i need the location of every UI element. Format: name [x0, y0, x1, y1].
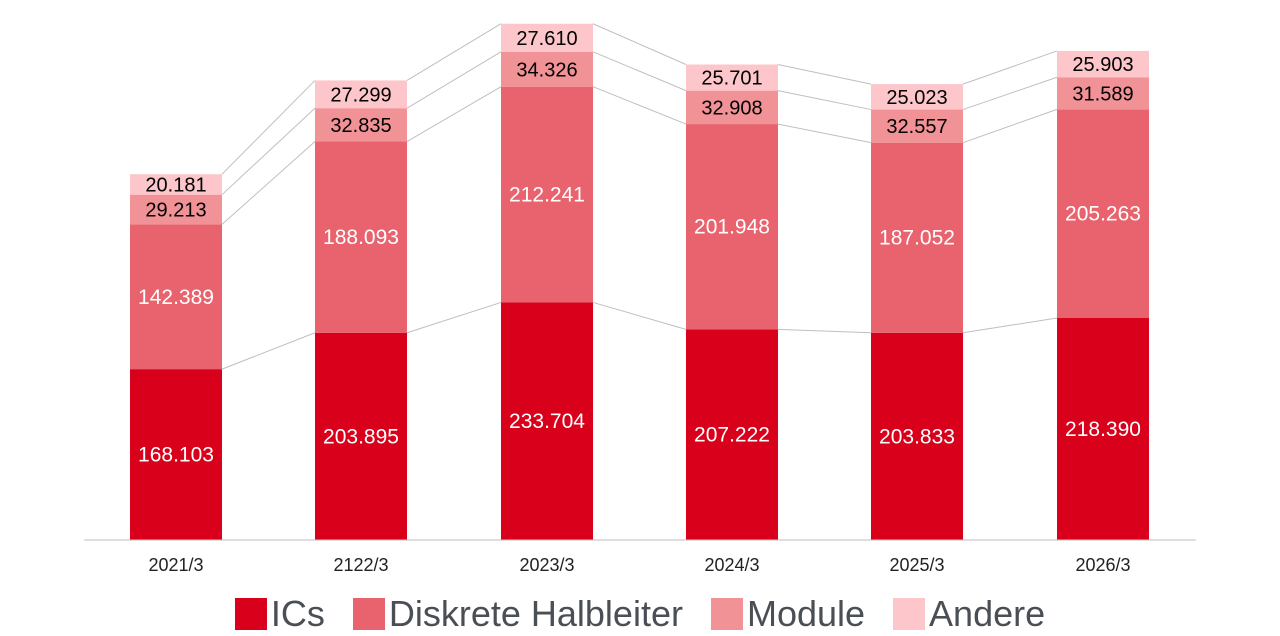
bar-segment-diskrete-halbleiter — [871, 142, 963, 333]
legend-label-diskrete-halbleiter: Diskrete Halbleiter — [388, 593, 683, 634]
bar-segment-andere — [686, 64, 778, 91]
data-label-module: 31.589 — [1072, 83, 1133, 105]
connector-line-ics — [962, 317, 1058, 334]
x-tick-label: 2026/3 — [1075, 555, 1130, 575]
connector-line-module — [406, 51, 502, 109]
connector-line-andere — [962, 50, 1058, 85]
x-tick-label: 2024/3 — [704, 555, 759, 575]
data-label-module: 32.835 — [330, 115, 391, 137]
connector-line-diskrete-halbleiter — [221, 141, 316, 225]
connector-line-ics — [406, 301, 502, 334]
bar-segment-andere — [315, 80, 407, 109]
bar-segment-andere — [1057, 50, 1149, 78]
connector-line-andere — [777, 64, 872, 85]
bar-stack-2021-3: 168.103 142.389 29.213 20.181 — [130, 174, 222, 540]
data-label-diskrete-halbleiter: 187.052 — [879, 227, 955, 250]
legend-label-ics: ICs — [270, 593, 325, 634]
data-label-diskrete-halbleiter: 212.241 — [509, 184, 585, 207]
bar-segment-diskrete-halbleiter — [1057, 109, 1149, 319]
legend-label-andere: Andere — [929, 593, 1046, 634]
connector-line-andere — [592, 23, 687, 65]
bar-stack-2026-3: 218.390 205.263 31.589 25.903 — [1057, 50, 1149, 540]
bar-segment-ics — [315, 332, 407, 540]
connector-line-diskrete-halbleiter — [406, 86, 502, 142]
bar-segment-ics — [501, 302, 593, 540]
data-label-andere: 20.181 — [145, 174, 206, 196]
connector-line-module — [221, 107, 316, 196]
data-label-ics: 218.390 — [1065, 418, 1141, 441]
bar-segment-andere — [130, 174, 222, 195]
legend-item-module: Module — [710, 593, 866, 634]
x-tick-label: 2021/3 — [148, 555, 203, 575]
connector-line-diskrete-halbleiter — [592, 86, 687, 125]
data-label-module: 32.557 — [886, 116, 947, 138]
bar-stack-2024-3: 207.222 201.948 32.908 25.701 — [686, 64, 778, 540]
bar-segment-module — [1057, 77, 1149, 110]
legend-item-andere: Andere — [893, 594, 1045, 634]
bar-stack-2122-3: 203.895 188.093 32.835 27.299 — [315, 80, 407, 540]
data-label-ics: 203.833 — [879, 425, 955, 448]
connector-line-diskrete-halbleiter — [777, 123, 872, 144]
data-label-andere: 25.903 — [1072, 54, 1133, 76]
data-label-andere: 25.023 — [886, 87, 947, 109]
data-label-andere: 25.701 — [701, 68, 762, 90]
data-label-module: 29.213 — [145, 200, 206, 222]
bar-segment-module — [501, 51, 593, 87]
bar-segment-andere — [871, 84, 963, 110]
bar-segment-module — [315, 108, 407, 142]
bar-segment-module — [871, 109, 963, 143]
bar-stack-2025-3: 203.833 187.052 32.557 25.023 — [871, 84, 963, 540]
data-label-diskrete-halbleiter: 205.263 — [1065, 203, 1141, 226]
data-label-diskrete-halbleiter: 188.093 — [323, 226, 399, 249]
bar-segment-andere — [501, 23, 593, 52]
data-label-ics: 203.895 — [323, 425, 399, 448]
data-label-ics: 233.704 — [509, 410, 585, 433]
legend-item-diskrete-halbleiter: Diskrete Halbleiter — [352, 593, 683, 634]
connector-line-andere — [406, 23, 502, 81]
bar-stack-2023-3: 233.704 212.241 34.326 27.610 — [501, 23, 593, 540]
data-label-ics: 207.222 — [694, 424, 770, 447]
bar-segment-diskrete-halbleiter — [501, 86, 593, 303]
x-tick-label: 2122/3 — [333, 555, 388, 575]
legend-swatch-diskrete-halbleiter — [352, 598, 385, 630]
connector-line-ics — [777, 328, 872, 334]
data-label-module: 34.326 — [516, 59, 577, 81]
data-label-diskrete-halbleiter: 142.389 — [138, 286, 214, 309]
bar-segment-diskrete-halbleiter — [130, 224, 222, 370]
connector-line-module — [962, 76, 1058, 111]
bar-segment-module — [686, 90, 778, 125]
data-label-diskrete-halbleiter: 201.948 — [694, 216, 770, 239]
data-label-andere: 27.610 — [516, 28, 577, 50]
bar-segment-module — [130, 194, 222, 225]
bar-segment-ics — [1057, 318, 1149, 540]
data-label-andere: 27.299 — [330, 84, 391, 106]
data-label-module: 32.908 — [701, 97, 762, 119]
legend-label-module: Module — [746, 593, 866, 634]
bar-segment-ics — [130, 369, 222, 540]
bar-segment-diskrete-halbleiter — [315, 141, 407, 333]
bar-segment-ics — [686, 329, 778, 540]
data-label-ics: 168.103 — [138, 444, 214, 467]
bar-segment-ics — [871, 332, 963, 540]
legend-swatch-module — [710, 598, 743, 630]
connector-line-diskrete-halbleiter — [962, 108, 1058, 144]
connector-line-ics — [221, 332, 316, 370]
x-tick-label: 2025/3 — [889, 555, 944, 575]
bar-segment-diskrete-halbleiter — [686, 124, 778, 330]
legend-item-ics: ICs — [234, 593, 325, 634]
series-connector-lines — [221, 23, 1058, 370]
x-tick-label: 2023/3 — [519, 555, 574, 575]
legend-swatch-ics — [234, 598, 267, 630]
connector-line-ics — [592, 301, 687, 330]
stacked-bar-chart: 168.103 142.389 29.213 20.181 203.895 188.093… — [84, 23, 1196, 575]
connector-line-andere — [221, 80, 316, 175]
chart-legend: ICs Diskrete Halbleiter Module Andere — [0, 592, 1280, 636]
connector-line-module — [777, 90, 872, 111]
connector-line-module — [592, 51, 687, 92]
legend-swatch-andere — [893, 598, 926, 630]
